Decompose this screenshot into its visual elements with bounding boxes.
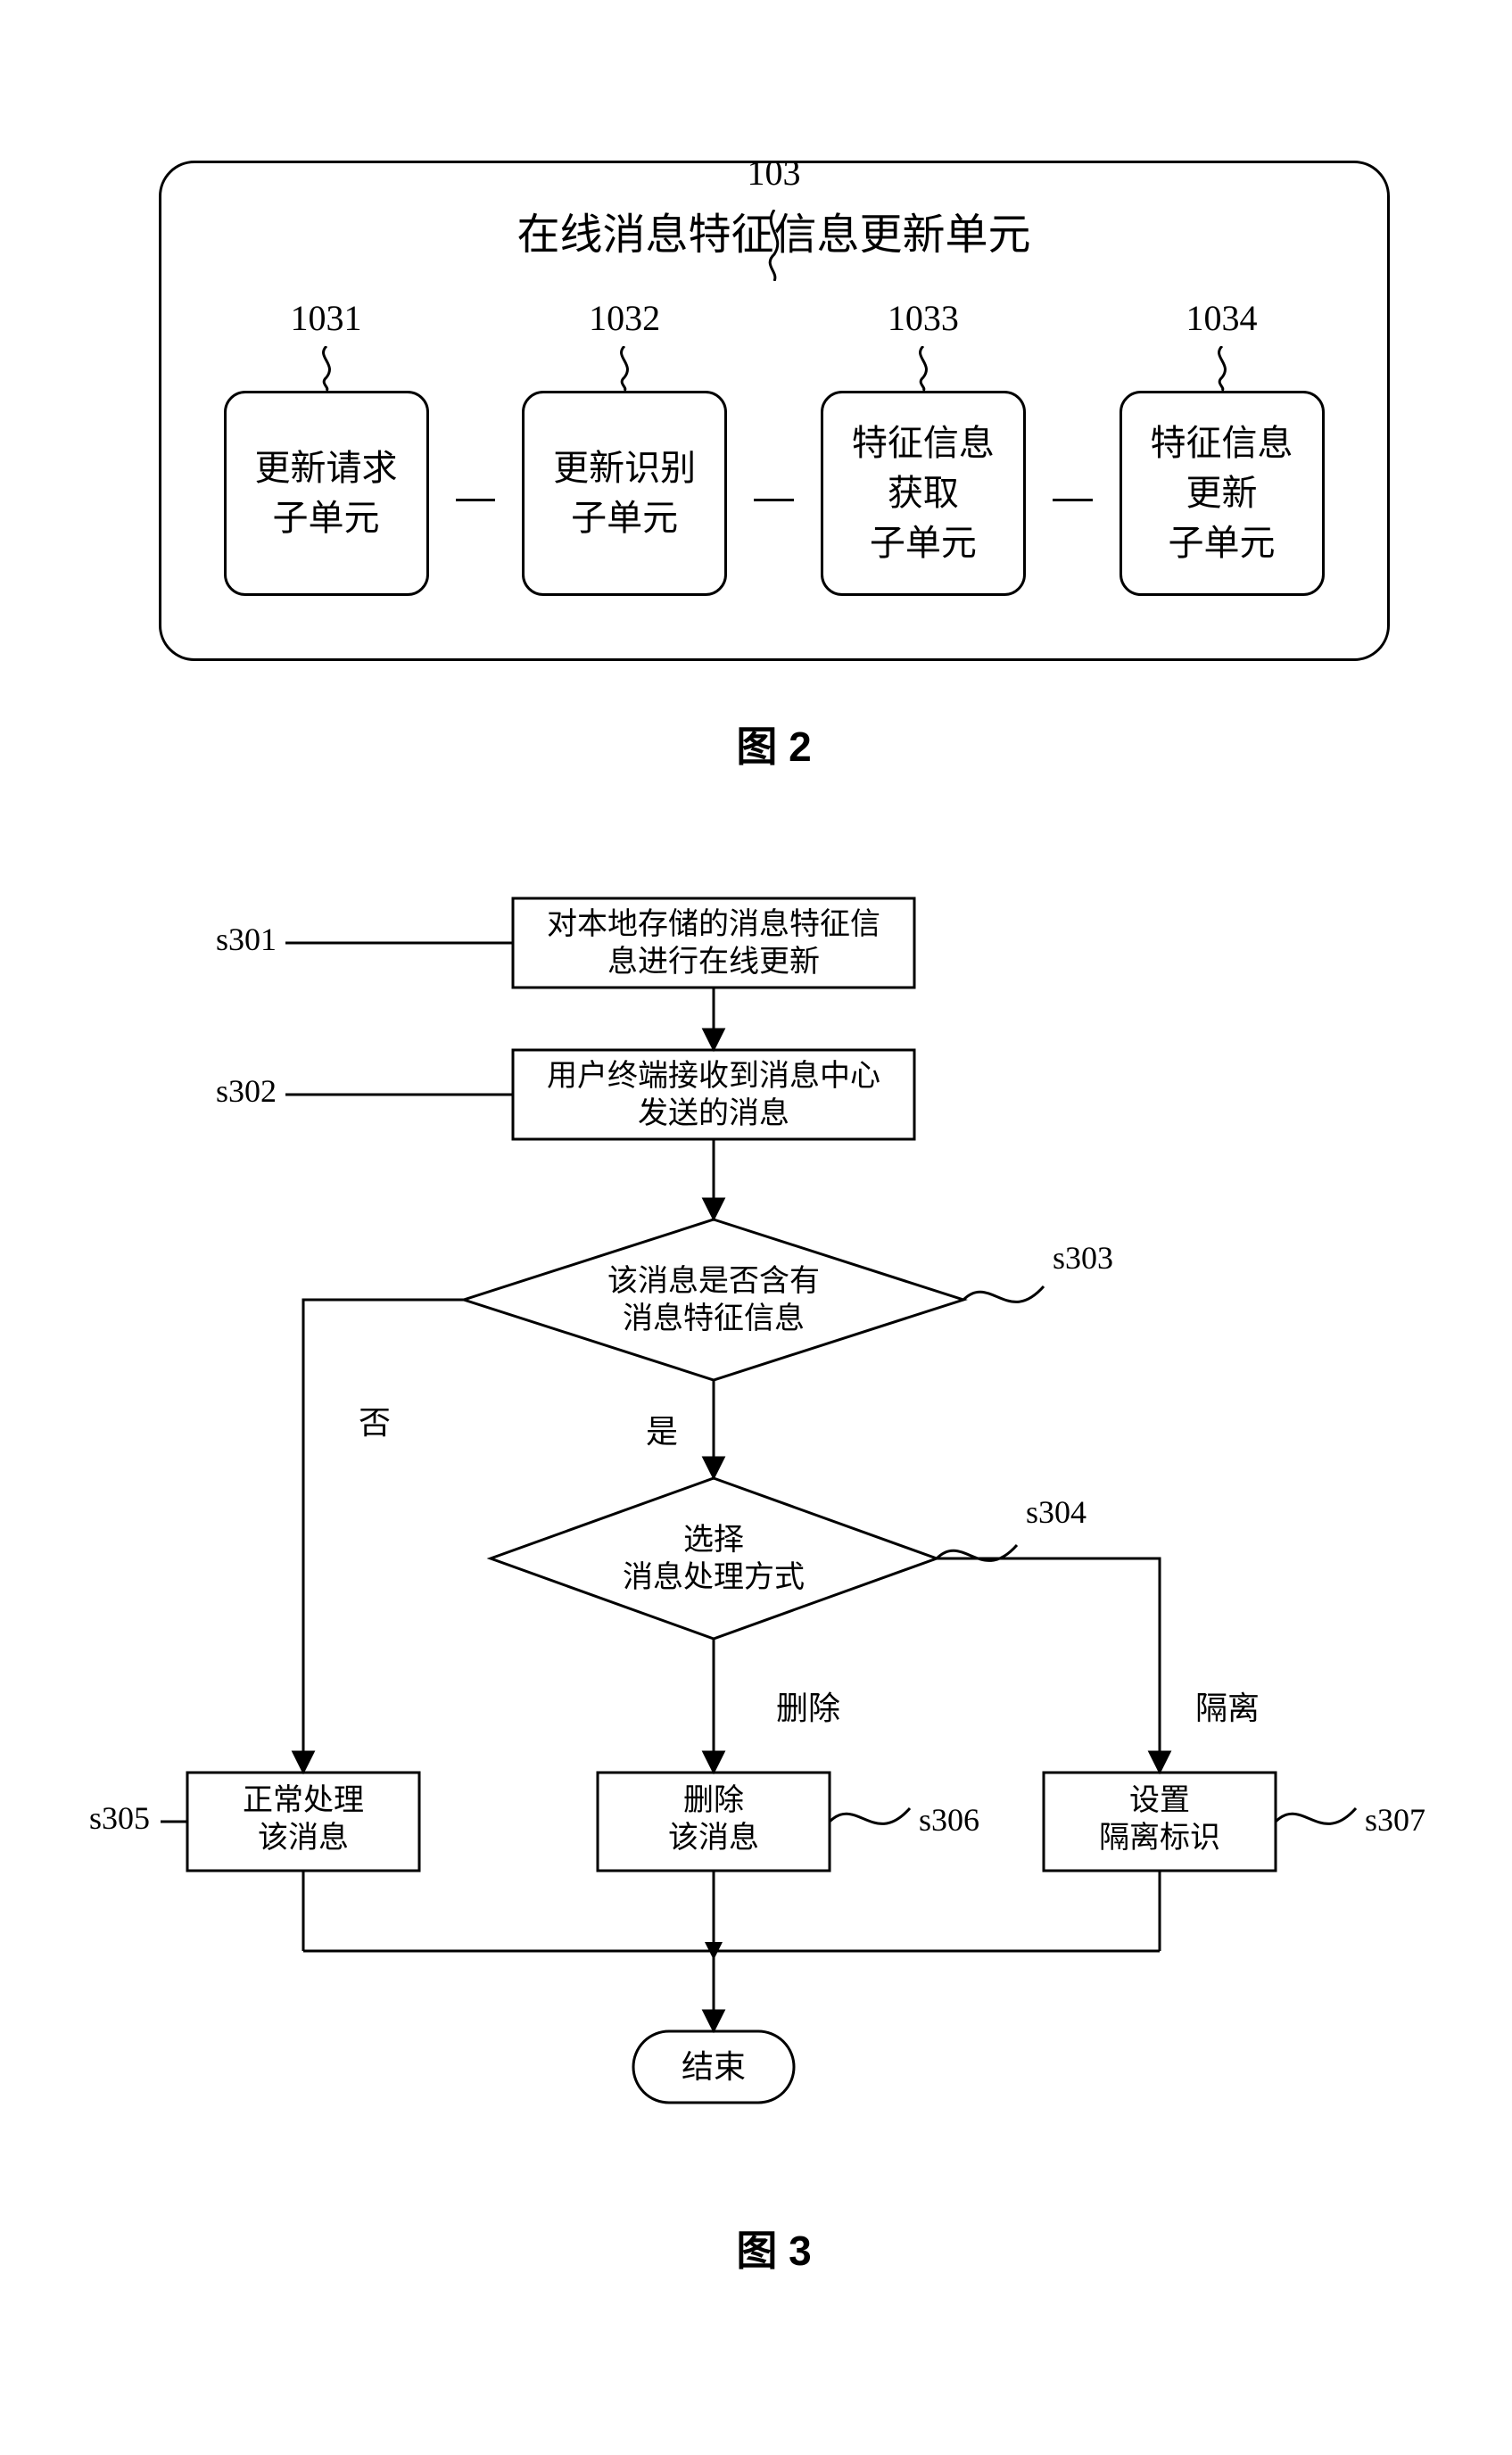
fig2-row: 1031 更新请求 子单元 1032 xyxy=(224,297,1325,596)
callout-squiggle-icon xyxy=(1276,1808,1356,1823)
callout-squiggle-icon xyxy=(963,1286,1044,1302)
fig2-subunit-id: 1032 xyxy=(589,297,660,339)
flow-arrow-no xyxy=(303,1300,464,1773)
fig2-box-line: 获取 xyxy=(888,468,959,518)
flow-step-text: 删除 xyxy=(683,1783,744,1817)
flow-decision-s304: 选择 消息处理方式 xyxy=(491,1478,937,1639)
fig2-subunit: 1033 特征信息 获取 子单元 xyxy=(821,297,1026,596)
step-label: s302 xyxy=(216,1073,277,1109)
fig2-container-title: 在线消息特征信息更新单元 xyxy=(224,199,1325,261)
edge-label-no: 否 xyxy=(359,1405,391,1441)
flow-step-text: 正常处理 xyxy=(243,1784,364,1817)
fig2-subunit: 1034 特征信息 更新 子单元 xyxy=(1120,297,1325,596)
flow-step-text: 发送的消息 xyxy=(638,1096,789,1130)
fig2-box-line: 子单元 xyxy=(870,518,977,568)
fig3-flowchart: 对本地存储的消息特征信 息进行在线更新 s301 用户终端接收到消息中心 发送的… xyxy=(18,880,1512,2147)
fig2-box: 特征信息 获取 子单元 xyxy=(821,391,1026,596)
flow-step-text: 消息特征信息 xyxy=(623,1302,805,1335)
flow-step-text: 选择 xyxy=(683,1523,744,1557)
flow-step-text: 该消息 xyxy=(668,1821,759,1855)
flow-step-s307: 设置 隔离标识 xyxy=(1044,1773,1276,1871)
callout-squiggle-icon xyxy=(830,1808,910,1823)
step-label: s304 xyxy=(1026,1494,1086,1530)
figure-2: 103 在线消息特征信息更新单元 1031 更新请求 子单元 xyxy=(159,161,1390,773)
fig2-subunit-id: 1034 xyxy=(1186,297,1258,339)
connector-line xyxy=(754,499,794,501)
fig2-box-line: 更新请求 xyxy=(255,443,398,493)
connector-line xyxy=(456,499,496,501)
fig2-box: 特征信息 更新 子单元 xyxy=(1120,391,1325,596)
fig2-box: 更新识别 子单元 xyxy=(522,391,727,596)
flow-step-s301: 对本地存储的消息特征信 息进行在线更新 xyxy=(513,898,914,988)
flow-step-text: 该消息是否含有 xyxy=(607,1264,820,1298)
fig2-subunit: 1031 更新请求 子单元 xyxy=(224,297,429,596)
fig2-caption: 图 2 xyxy=(159,715,1390,773)
edge-label-isolate: 隔离 xyxy=(1195,1690,1260,1726)
fig2-box-line: 特征信息 xyxy=(1151,418,1293,468)
flow-step-text: 消息处理方式 xyxy=(623,1560,805,1594)
fig2-box-line: 子单元 xyxy=(1169,518,1276,568)
callout-squiggle-icon xyxy=(614,346,635,391)
flow-step-s305: 正常处理 该消息 xyxy=(187,1773,419,1871)
callout-squiggle-icon xyxy=(913,346,934,391)
fig2-container: 在线消息特征信息更新单元 1031 更新请求 子单元 1032 xyxy=(159,161,1390,661)
fig2-subunit-id: 1031 xyxy=(291,297,362,339)
fig2-box-line: 更新 xyxy=(1186,468,1258,518)
flow-step-text: 该消息 xyxy=(258,1821,349,1855)
flow-step-text: 用户终端接收到消息中心 xyxy=(547,1059,880,1093)
fig2-box-line: 子单元 xyxy=(571,493,678,543)
fig2-box-line: 特征信息 xyxy=(852,418,995,468)
flow-step-text: 息进行在线更新 xyxy=(607,945,820,979)
connector-line xyxy=(1053,499,1093,501)
step-label: s303 xyxy=(1053,1240,1113,1276)
flow-decision-s303: 该消息是否含有 消息特征信息 xyxy=(464,1219,963,1380)
flow-step-s306: 删除 该消息 xyxy=(598,1773,830,1871)
flow-step-s302: 用户终端接收到消息中心 发送的消息 xyxy=(513,1050,914,1139)
callout-squiggle-icon xyxy=(1211,346,1233,391)
figure-3: 对本地存储的消息特征信 息进行在线更新 s301 用户终端接收到消息中心 发送的… xyxy=(18,880,1512,2277)
callout-squiggle-icon xyxy=(316,346,337,391)
step-label: s301 xyxy=(216,922,277,957)
fig2-subunit-id: 1033 xyxy=(888,297,959,339)
flow-step-text: 对本地存储的消息特征信 xyxy=(547,907,880,941)
fig2-box-line: 更新识别 xyxy=(553,443,696,493)
edge-label-delete: 删除 xyxy=(776,1690,840,1726)
fig2-subunit: 1032 更新识别 子单元 xyxy=(522,297,727,596)
fig3-caption: 图 3 xyxy=(18,2219,1512,2277)
flow-step-text: 隔离标识 xyxy=(1099,1821,1220,1855)
flow-end-text: 结束 xyxy=(682,2049,746,2085)
fig2-box: 更新请求 子单元 xyxy=(224,391,429,596)
flow-arrow-isolate xyxy=(937,1558,1160,1773)
step-label: s306 xyxy=(919,1802,979,1838)
edge-label-yes: 是 xyxy=(646,1414,678,1450)
fig2-box-line: 子单元 xyxy=(273,493,380,543)
step-label: s305 xyxy=(89,1800,150,1836)
flow-step-text: 设置 xyxy=(1129,1784,1190,1817)
step-label: s307 xyxy=(1365,1802,1425,1838)
flow-end: 结束 xyxy=(633,2031,794,2103)
